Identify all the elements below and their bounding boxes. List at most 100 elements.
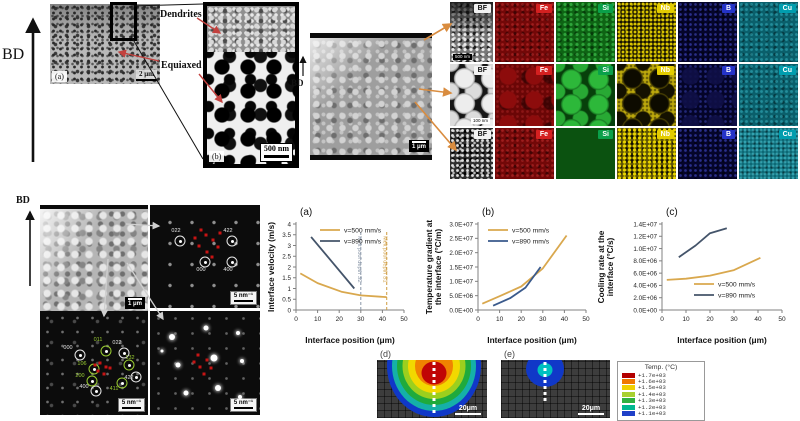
eds-chip-nb: Nb (656, 130, 674, 139)
y-axis-title: Temperature gradient at (424, 220, 434, 315)
sem-panel-b: (b) 500 nm (203, 2, 299, 168)
roi-rectangle (110, 2, 137, 41)
red-index-mark (104, 365, 108, 369)
eds-grid: BF 500 nm Fe Si Nb B Cu BF 100 nm Fe Si Nb B Cu BF Fe Si… (450, 2, 798, 179)
legend-value: +1.1e+03 (638, 410, 666, 418)
eds-chip-cu: Cu (778, 4, 796, 13)
eds-chip-b: B (721, 130, 735, 139)
x-tick-label: 30 (357, 316, 365, 323)
saed-tem-image: 1 μm (40, 205, 148, 316)
eds-chip-bf: BF (473, 4, 491, 13)
y-tick-label: 8.0E+06 (633, 258, 657, 265)
y-tick-label: 4.0E+06 (633, 283, 657, 290)
x-tick-label: 50 (400, 316, 408, 323)
annotation-equiaxed: Equiaxed (161, 60, 202, 71)
legend-value: +1.6e+03 (638, 378, 666, 386)
legend-swatch (622, 391, 635, 397)
eds-map-si-row2: Si (556, 64, 615, 126)
diffraction-spot-ring (130, 371, 142, 383)
eds-map-b-row2: B (678, 64, 737, 126)
eds-map-bf-row1: BF 500 nm (450, 2, 493, 62)
sim-panel-d-label: (d) (380, 349, 391, 359)
diffraction-bright-spot (238, 395, 242, 399)
eds-chip-si: Si (598, 66, 613, 75)
centerline-d (432, 362, 436, 416)
series-v-890-mm-s (492, 266, 542, 307)
eds-map-fe-row1: Fe (495, 2, 554, 62)
red-index-mark (205, 250, 209, 254)
tem-scalebar: 1 μm (408, 140, 429, 152)
legend-row: +1.7e+03 (622, 372, 700, 379)
legend-swatch (622, 411, 635, 417)
series-v-500-mm-s (299, 272, 387, 298)
eds-map-b-row1: B (678, 2, 737, 62)
diffraction-index-106: 106 (77, 361, 87, 367)
sim-panel-e-label: (e) (504, 349, 515, 359)
eds-chip-si: Si (598, 4, 613, 13)
centerline-e (543, 362, 547, 402)
diffraction-index-000: 000 (63, 345, 73, 351)
eds-chip-nb: Nb (656, 66, 674, 75)
y-tick-label: 3.5 (282, 232, 291, 239)
red-index-mark (102, 372, 106, 376)
red-index-mark (209, 366, 213, 370)
y-axis-title: interface (°C/s) (605, 237, 615, 296)
legend-row: +1.6e+03 (622, 378, 700, 386)
y-tick-label: 1 (287, 286, 291, 293)
x-tick-label: 0 (294, 316, 298, 323)
x-tick-label: 10 (314, 316, 322, 323)
legend-row: +1.2e+03 (622, 404, 700, 411)
legend-label: v=890 mm/s (718, 293, 756, 300)
legend-swatch (622, 385, 635, 391)
meltpool-depth-label: Melt pool depth S2 (356, 236, 362, 283)
y-axis-title: Interface velocity (m/s) (266, 222, 276, 312)
x-tick-label: 50 (582, 316, 590, 323)
eds-map-bf-row3: BF (450, 128, 493, 179)
eds-chip-cu: Cu (778, 130, 796, 139)
x-tick-label: 40 (754, 316, 762, 323)
eds-map-fe-row3: Fe (495, 128, 554, 179)
chart-panel-label: (c) (666, 207, 678, 218)
diffraction-bright-spot (240, 359, 244, 363)
legend-row: +1.3e+03 (622, 397, 700, 404)
red-index-mark (198, 365, 202, 369)
legend-row: +1.4e+03 (622, 390, 700, 398)
diffraction-bright-spot (175, 362, 181, 368)
x-tick-label: 10 (682, 316, 690, 323)
diffraction-bright-spot (210, 354, 218, 362)
diffraction-bright-spot (203, 325, 209, 331)
diffraction-1-scalebar: 5 nm⁻¹ (229, 291, 257, 305)
eds-map-bf-row2: BF 100 nm (450, 64, 493, 126)
eds-chip-bf: BF (473, 130, 491, 139)
y-tick-label: 2.5E+07 (449, 236, 473, 243)
series-v-500-mm-s (481, 234, 568, 305)
diffraction-index-011: 011 (93, 337, 103, 343)
red-index-mark (218, 231, 222, 235)
eds-map-nb-row2: Nb (617, 64, 676, 126)
bf-scalebar: 100 nm (470, 118, 490, 124)
x-tick-label: 20 (336, 316, 344, 323)
series-v-890-mm-s (310, 236, 355, 290)
eds-map-cu-row1: Cu (739, 2, 798, 62)
y-axis-title: the interface (°C/m) (433, 229, 443, 305)
y-tick-label: 2.5 (282, 254, 291, 261)
x-tick-label: 30 (730, 316, 738, 323)
red-index-mark (93, 363, 97, 367)
red-index-mark (216, 245, 220, 249)
y-tick-label: 0 (287, 307, 291, 314)
diffraction-3-scalebar: 5 nm⁻¹ (229, 398, 257, 412)
saed-tem-scalebar: 1 μm (124, 297, 145, 309)
y-tick-label: 2.0E+07 (449, 250, 473, 257)
panel-b-scalebar: 500 nm (259, 143, 293, 162)
temperature-legend-title: Temp. (°C) (644, 364, 678, 371)
chart-b: 0 10 20 30 40 50 0.0E+00 5.0E+06 1.0E+07 1.5E+07 2… (424, 207, 590, 345)
legend-value: +1.4e+03 (638, 390, 666, 398)
diffraction-pattern-2: 5 nm⁻¹ 000 011 022 132 106 200 400 411 422 (40, 311, 148, 415)
bd-label-middle: BD (291, 78, 304, 88)
red-index-mark (197, 244, 201, 248)
x-axis-title: Interface position (μm) (487, 335, 577, 345)
series-v-890-mm-s (678, 227, 728, 258)
legend-swatch (622, 404, 635, 410)
red-index-mark (205, 358, 209, 362)
eds-map-si-row3: Si (556, 128, 615, 179)
